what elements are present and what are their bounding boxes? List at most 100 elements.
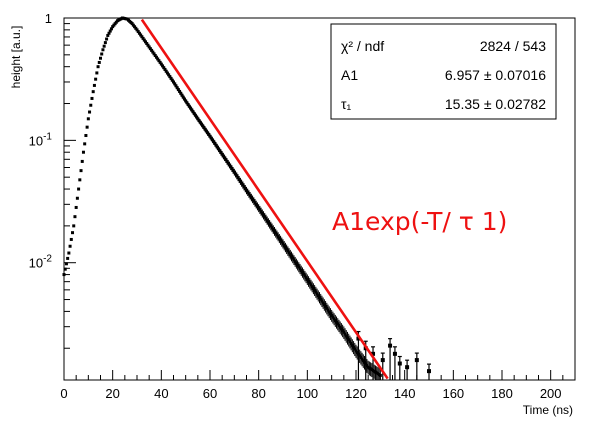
stats-row-tau-value: 15.35 ± 0.02782: [445, 96, 546, 112]
stats-row-a1-value: 6.957 ± 0.07016: [445, 67, 546, 83]
data-point: [72, 224, 76, 228]
data-point: [235, 174, 239, 178]
data-point: [199, 122, 203, 126]
data-point: [341, 329, 345, 333]
data-point: [353, 347, 357, 351]
data-point: [290, 254, 294, 258]
data-point: [339, 327, 343, 331]
data-point: [304, 276, 308, 280]
data-point: [280, 240, 284, 244]
data-point: [283, 245, 287, 249]
data-point: [311, 286, 315, 290]
data-point: [345, 336, 349, 340]
data-point: [344, 334, 348, 338]
data-point: [193, 113, 197, 117]
y-tick-label: 10-1: [29, 131, 53, 148]
data-point: [145, 42, 149, 46]
data-point: [286, 249, 290, 253]
x-tick-label: 40: [154, 386, 168, 401]
data-point: [308, 281, 312, 285]
data-point: [105, 37, 109, 41]
tail-point: [380, 358, 385, 363]
data-point: [324, 305, 328, 309]
x-tick-label: 0: [60, 386, 67, 401]
x-tick-label: 180: [491, 386, 513, 401]
data-point: [130, 22, 134, 26]
data-point: [225, 159, 229, 163]
x-tick-label: 20: [105, 386, 119, 401]
data-point: [360, 357, 364, 361]
data-point: [355, 351, 359, 355]
data-point: [174, 84, 178, 88]
x-tick-label: 60: [203, 386, 217, 401]
data-point: [151, 50, 155, 54]
x-tick-label: 80: [251, 386, 265, 401]
data-point: [217, 147, 221, 151]
data-point: [103, 41, 107, 45]
data-point: [81, 150, 85, 154]
data-point: [230, 167, 234, 171]
data-point: [260, 211, 264, 215]
data-point: [253, 201, 257, 205]
data-point: [67, 251, 71, 255]
data-point: [169, 76, 173, 80]
data-point: [97, 60, 101, 64]
data-point: [319, 297, 323, 301]
data-point: [279, 238, 283, 242]
data-point: [210, 138, 214, 142]
stats-row-a1-name: A1: [341, 67, 358, 83]
data-point: [245, 188, 248, 192]
data-point: [140, 35, 144, 39]
data-point: [91, 90, 95, 94]
data-point: [310, 285, 314, 289]
data-point: [185, 101, 189, 105]
data-point: [335, 320, 339, 324]
data-point: [229, 165, 233, 169]
tail-point: [388, 343, 393, 348]
stats-row-tau-name: τ₁: [341, 96, 352, 112]
data-point: [101, 48, 105, 52]
data-point: [359, 355, 363, 359]
data-point: [263, 215, 267, 219]
data-point: [181, 95, 185, 99]
data-point: [269, 224, 273, 228]
chart-axes: 0 20 40 60 80 100 120 140 160 180 200 1 10-1 10-2: [29, 11, 564, 401]
data-point: [288, 252, 292, 256]
data-point: [298, 267, 302, 271]
data-point: [277, 236, 281, 240]
y-tick-exponent: -1: [43, 131, 52, 142]
data-point: [201, 124, 205, 128]
fit-line: [140, 18, 389, 380]
data-point: [95, 71, 99, 75]
data-point: [75, 196, 79, 200]
data-point: [227, 163, 231, 167]
data-point: [255, 204, 259, 208]
data-point: [268, 222, 272, 226]
data-point: [242, 185, 246, 189]
data-point: [246, 190, 250, 194]
data-point: [363, 360, 367, 364]
data-point: [86, 117, 90, 121]
data-point: [258, 208, 262, 212]
data-point: [139, 33, 143, 37]
data-point: [92, 83, 96, 87]
data-point: [179, 91, 183, 95]
data-point: [219, 150, 223, 154]
data-point: [251, 197, 255, 201]
data-point: [191, 110, 195, 114]
data-point: [305, 277, 309, 281]
data-point: [331, 315, 335, 319]
data-point: [192, 111, 196, 115]
data-point: [272, 229, 276, 233]
data-point: [348, 340, 352, 344]
tail-point: [427, 369, 431, 374]
data-point: [218, 149, 222, 153]
data-point: [159, 62, 163, 66]
data-point: [248, 194, 252, 198]
stats-row-chi2-name: χ² / ndf: [341, 38, 384, 54]
data-point: [342, 330, 346, 334]
data-point: [302, 272, 306, 276]
data-point: [88, 110, 92, 114]
data-point: [262, 213, 266, 217]
data-point: [133, 25, 137, 29]
